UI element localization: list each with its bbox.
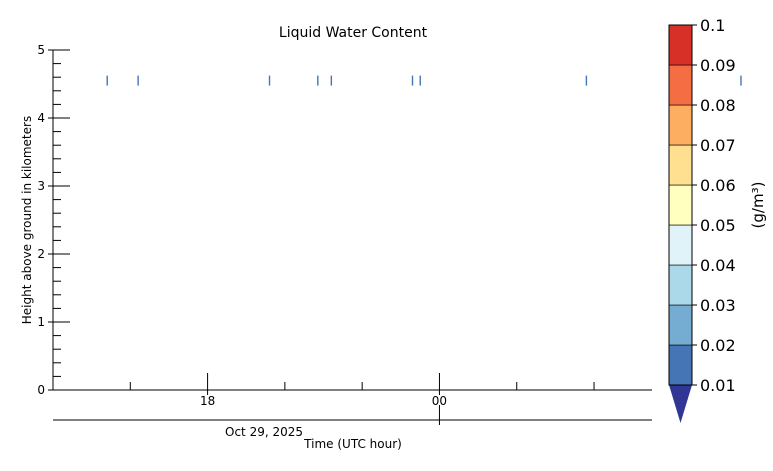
colorbar-under-triangle bbox=[669, 385, 692, 423]
x-tick-label: 00 bbox=[432, 394, 447, 408]
colorbar-tick-label: 0.07 bbox=[700, 136, 736, 155]
colorbar-tick-label: 0.04 bbox=[700, 256, 736, 275]
lwc-observation-mark bbox=[740, 75, 742, 86]
colorbar-swatch bbox=[668, 344, 693, 386]
colorbar-outline bbox=[668, 24, 693, 386]
x-axis-label: Time (UTC hour) bbox=[303, 437, 402, 451]
colorbar-label: (g/m³) bbox=[749, 182, 767, 229]
colorbar-swatch bbox=[668, 184, 693, 226]
colorbar-swatch bbox=[668, 144, 693, 186]
x-date-label: Oct 29, 2025 bbox=[225, 425, 303, 439]
x-tick-label: 18 bbox=[200, 394, 215, 408]
y-tick-label: 4 bbox=[37, 111, 45, 125]
lwc-observation-mark bbox=[268, 75, 271, 86]
colorbar-tick-label: 0.1 bbox=[700, 16, 725, 35]
y-tick-label: 1 bbox=[37, 315, 45, 329]
lwc-observation-mark bbox=[137, 75, 139, 86]
lwc-observation-mark bbox=[330, 75, 333, 86]
colorbar-swatch bbox=[668, 224, 693, 266]
colorbar: 0.01 0.02 0.03 0.04 0.05 0.06 0.07 0.08 0.09 0.1 bbox=[668, 16, 736, 423]
lwc-observation-mark bbox=[317, 75, 319, 86]
chart-title: Liquid Water Content bbox=[279, 25, 428, 41]
colorbar-tick-label: 0.05 bbox=[700, 216, 736, 235]
y-tick-label: 5 bbox=[37, 43, 45, 57]
lwc-observation-mark bbox=[106, 75, 108, 86]
colorbar-tick-label: 0.09 bbox=[700, 56, 736, 75]
colorbar-tick-label: 0.02 bbox=[700, 336, 736, 355]
colorbar-swatch bbox=[668, 104, 693, 146]
colorbar-swatch bbox=[668, 304, 693, 346]
colorbar-tick-label: 0.06 bbox=[700, 176, 736, 195]
y-tick-label: 3 bbox=[37, 179, 45, 193]
lwc-observation-mark bbox=[419, 75, 421, 86]
y-tick-label: 0 bbox=[37, 383, 45, 397]
colorbar-tick-label: 0.01 bbox=[700, 376, 736, 395]
y-axis-label: Height above ground in kilometers bbox=[20, 116, 34, 324]
colorbar-tick-label: 0.03 bbox=[700, 296, 736, 315]
colorbar-swatch bbox=[668, 24, 693, 66]
colorbar-swatch bbox=[668, 264, 693, 306]
colorbar-tick-label: 0.08 bbox=[700, 96, 736, 115]
lwc-observation-mark bbox=[585, 75, 588, 86]
lwc-observation-mark bbox=[411, 75, 414, 86]
y-tick-label: 2 bbox=[37, 247, 45, 261]
colorbar-swatch bbox=[668, 64, 693, 106]
plot-area: 0 1 2 3 4 5 18 00 bbox=[37, 43, 742, 425]
